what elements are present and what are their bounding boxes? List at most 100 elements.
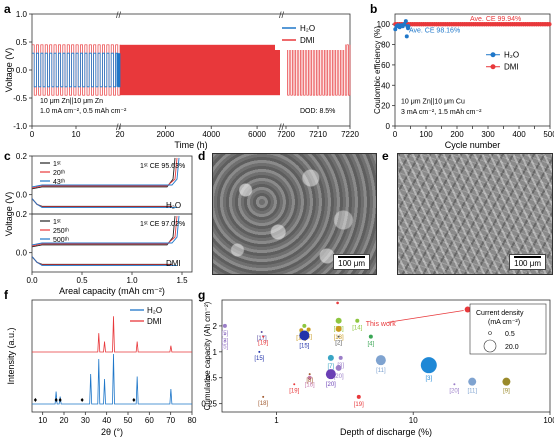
series-h2o-end-band — [116, 53, 121, 87]
y-tick-label: 100 — [377, 20, 391, 29]
scale-label-d: 100 μm — [338, 259, 365, 268]
legend-marker — [490, 52, 496, 58]
subplot-label: DMI — [166, 259, 181, 268]
x-tick-label: 400 — [512, 130, 526, 139]
x-tick-label: 100 — [419, 130, 433, 139]
point-ref-label: [5] — [222, 345, 229, 351]
point-ref-label: [19] — [289, 388, 299, 394]
x-tick-label: 500 — [543, 130, 554, 139]
point-this-work-small — [336, 301, 339, 305]
panel-letter-e: e — [382, 149, 389, 163]
point-ref-label: [3] — [337, 363, 344, 369]
y-axis-label: Voltage (V) — [4, 48, 14, 93]
x-tick-label: 80 — [188, 416, 197, 425]
y-tick-label: 0.5 — [206, 374, 218, 383]
point-ref-label: [4] — [368, 342, 375, 348]
point-ref — [338, 355, 343, 360]
point-h2o — [393, 27, 398, 32]
legend-label: 1ˢᵗ — [53, 161, 61, 168]
y-tick-label: 20 — [381, 102, 390, 111]
marker-diamond: ♦ — [132, 397, 136, 404]
x-tick-label: 20 — [116, 130, 125, 139]
annotation-condition: 3 mA cm⁻², 1.5 mAh cm⁻² — [401, 109, 482, 116]
legend-label: 1ˢᵗ — [53, 219, 61, 226]
point-ref — [335, 325, 342, 332]
x-tick-label: 100 — [543, 416, 554, 425]
x-tick-label: 70 — [166, 416, 175, 425]
discharge-curve-1 — [31, 198, 172, 208]
series-dmi-line-seg3 — [286, 44, 351, 96]
y-tick-label: 0.0 — [16, 249, 28, 258]
point-h2o — [404, 34, 409, 39]
point-ref — [260, 330, 263, 333]
legend-label: DMI — [147, 317, 162, 326]
point-ref-label: [13] — [334, 335, 344, 341]
y-tick-label: 40 — [381, 81, 390, 90]
panel-letter-b: b — [370, 2, 377, 16]
x-axis-label: Cycle number — [445, 140, 501, 150]
marker-diamond: ♦ — [54, 397, 58, 404]
y-tick-label: 0.0 — [16, 66, 28, 75]
marker-diamond: ♦ — [58, 397, 62, 404]
discharge-curve-2 — [31, 256, 177, 266]
x-tick-label: 1.0 — [126, 276, 138, 285]
point-ref-label: [7] — [328, 364, 335, 370]
x-tick-label: 6000 — [248, 130, 266, 139]
x-tick-label: 10 — [38, 416, 47, 425]
legend-small-circle — [488, 331, 492, 335]
x-tick-label: 1.5 — [176, 276, 188, 285]
point-ref — [262, 335, 265, 338]
panel-letter-a: a — [4, 2, 11, 16]
point-dmi — [547, 22, 552, 27]
legend-unit: (mA cm⁻²) — [488, 319, 520, 326]
x-tick-label: 10 — [72, 130, 81, 139]
point-ref-label: [11] — [376, 368, 386, 374]
y-tick-label: 0.2 — [16, 210, 28, 219]
panel-c-chart: 0.0 0.2 1ˢᵗ 20ᵗʰ 43ᵗʰ 1ˢᵗ CE 95.63% H₂O 0.0 0.2 1… — [4, 152, 193, 296]
plot-frame — [31, 299, 193, 413]
y-tick-label: 1.0 — [16, 10, 28, 19]
point-h2o — [406, 24, 411, 29]
point-ref — [375, 355, 386, 366]
point-ref — [293, 383, 296, 386]
y-axis-label: Coulombic efficiency (%) — [373, 26, 382, 114]
x-tick-label: 4000 — [202, 130, 220, 139]
point-ref — [502, 377, 511, 386]
panel-letter-g: g — [198, 288, 205, 302]
axis-break-mark: // — [116, 122, 122, 132]
point-ref — [258, 350, 261, 353]
panel-letter-f: f — [4, 288, 9, 302]
point-ref — [420, 357, 437, 374]
point-ref — [223, 339, 226, 342]
subplot-frame-dmi — [31, 213, 193, 273]
point-ref — [453, 383, 456, 386]
x-tick-label: 40 — [102, 416, 111, 425]
scale-line — [514, 256, 541, 258]
legend-label-h2o: H₂O — [300, 24, 315, 33]
sem-image-d: 100 μm — [212, 153, 377, 275]
panel-letter-d: d — [198, 149, 205, 163]
legend-box — [275, 20, 345, 50]
x-tick-label: 30 — [81, 416, 90, 425]
x-axis-label: Depth of discharge (%) — [340, 427, 432, 437]
x-axis-label: Areal capacity (mAh cm⁻²) — [59, 286, 165, 296]
x-tick-label: 7220 — [341, 130, 359, 139]
x-tick-label: 10 — [409, 416, 418, 425]
subplot-label: H₂O — [166, 201, 181, 210]
x-tick-label: 50 — [124, 416, 133, 425]
point-ref — [306, 327, 311, 332]
point-ref-label: [17] — [257, 336, 267, 342]
point-ref — [468, 377, 477, 386]
point-ref-label: [14] — [352, 326, 362, 332]
point-ref — [335, 364, 342, 371]
point-h2o — [402, 22, 407, 27]
legend-label: H₂O — [147, 306, 162, 315]
panel-b-chart: 0 20 40 60 80 100 0 100 200 300 400 500 Cycle number… — [373, 13, 554, 150]
discharge-curve-0 — [31, 256, 172, 265]
y-tick-label: -0.5 — [13, 94, 27, 103]
annotation-cell: 10 μm Zn||10 μm Cu — [401, 99, 465, 106]
panel-g-chart: 1 10 100 0.25 0.5 1 2 Depth of discharge (%) Cum… — [201, 299, 554, 437]
annotation-cell: 10 μm Zn||10 μm Zn — [40, 98, 103, 105]
